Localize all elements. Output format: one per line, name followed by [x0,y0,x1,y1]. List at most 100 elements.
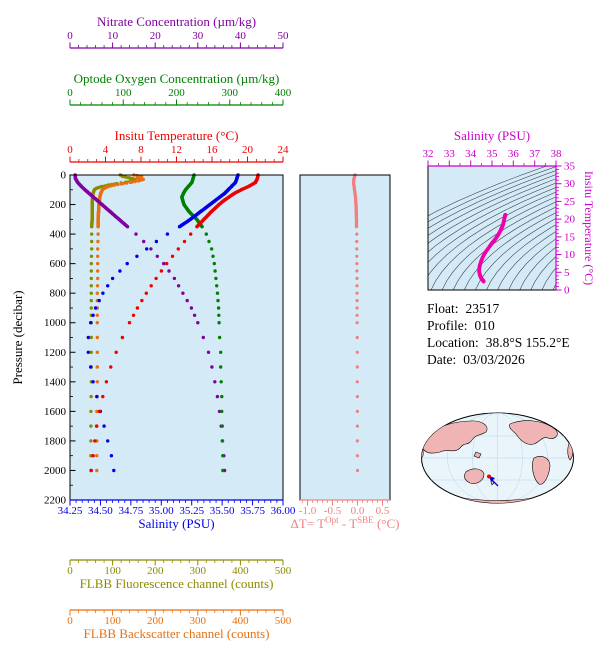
svg-text:200: 200 [50,199,67,211]
svg-text:20: 20 [242,144,254,156]
date-label: Date: [427,352,457,367]
map-land-north-america [509,420,558,445]
profile-value: 010 [474,318,495,333]
svg-text:35.50: 35.50 [210,505,235,517]
svg-text:1400: 1400 [44,376,67,388]
svg-text:15: 15 [564,231,576,243]
date-value: 03/03/2026 [463,352,525,367]
svg-text:800: 800 [50,288,67,300]
svg-text:-0.5: -0.5 [324,505,342,517]
map-land-sea-islands [473,451,482,459]
svg-text:36: 36 [508,148,520,160]
temperature-axis-title: Insitu Temperature (°C) [115,128,239,143]
svg-text:200: 200 [168,87,185,99]
svg-text:34.25: 34.25 [58,505,83,517]
svg-text:10: 10 [107,30,119,42]
svg-text:100: 100 [104,615,121,627]
float-info-date: Date: 03/03/2026 [427,351,570,368]
svg-text:16: 16 [207,144,219,156]
float-info-block: Float: 23517 Profile: 010 Location: 38.8°S … [427,300,570,368]
svg-text:1600: 1600 [44,406,67,418]
delta-t-axis-title: ΔT= TOpt - TSBE (°C) [291,515,400,531]
svg-text:1200: 1200 [44,347,67,359]
float-label: Float: [427,301,459,316]
svg-text:35: 35 [487,148,499,160]
svg-text:400: 400 [50,229,67,241]
svg-text:36.00: 36.00 [271,505,296,517]
delta-t-plot: -1.0 -0.5 0.0 0.5ΔT= TOpt - TSBE (°C) [291,173,400,531]
ts-temperature-axis-title: Insitu Temperature (°C) [582,171,596,285]
main-series [73,173,260,473]
temperature-axis: 0 4 8 12 16 20 24 Insitu Temperature (°C) [67,128,290,163]
svg-text:33: 33 [444,148,456,160]
svg-text:40: 40 [235,30,247,42]
svg-text:38: 38 [551,148,563,160]
float-info-location: Location: 38.8°S 155.2°E [427,334,570,351]
temperature-series [89,173,260,473]
svg-text:0.5: 0.5 [376,505,390,517]
svg-text:300: 300 [190,615,207,627]
nitrate-axis: 0 10 20 30 40 50 Nitrate Concentration (µm/kg) [67,14,290,49]
ts-isopycnals [428,166,556,290]
svg-text:100: 100 [115,87,132,99]
profile-label: Profile: [427,318,468,333]
svg-text:35.00: 35.00 [149,505,174,517]
location-label: Location: [427,335,479,350]
salinity-axis-title: Salinity (PSU) [138,516,214,531]
delta-t-series [351,173,360,473]
svg-text:0: 0 [67,87,73,99]
svg-text:50: 50 [278,30,290,42]
world-map [421,412,574,504]
svg-text:0: 0 [67,30,73,42]
svg-text:20: 20 [564,214,576,226]
svg-text:24: 24 [278,144,290,156]
svg-text:25: 25 [564,196,576,208]
location-value: 38.8°S 155.2°E [485,335,570,350]
svg-text:300: 300 [190,565,207,577]
svg-text:32: 32 [423,148,434,160]
svg-text:400: 400 [232,615,249,627]
svg-text:0: 0 [67,144,73,156]
nitrate-series [73,173,227,473]
float-value: 23517 [465,301,500,316]
svg-text:2000: 2000 [44,465,67,477]
svg-text:37: 37 [529,148,541,160]
svg-text:300: 300 [222,87,239,99]
svg-text:600: 600 [50,258,67,270]
salinity-series [86,173,240,473]
svg-text:4: 4 [103,144,109,156]
svg-text:12: 12 [171,144,182,156]
svg-text:8: 8 [138,144,144,156]
salinity-axis: 34.25 34.50 34.75 35.00 35.25 35.50 35.75 36.00… [58,499,296,531]
fluorescence-axis-title: FLBB Fluorescence channel (counts) [80,576,274,591]
svg-text:0: 0 [67,565,73,577]
oxygen-axis-title: Optode Oxygen Concentration (µm/kg) [74,71,280,86]
backscatter-axis-title: FLBB Backscatter channel (counts) [84,626,270,641]
svg-text:1000: 1000 [44,317,67,329]
float-info-float: Float: 23517 [427,300,570,317]
svg-text:34.75: 34.75 [118,505,143,517]
svg-text:1800: 1800 [44,435,67,447]
svg-text:35.25: 35.25 [179,505,204,517]
ts-curve [477,213,508,284]
svg-text:-1.0: -1.0 [299,505,317,517]
main-plot: 0200400600800100012001400160018002000220… [10,14,296,641]
ts-salinity-axis: 32 33 34 35 36 37 38 Salinity (PSU) [423,128,563,167]
delta-t-axis: -1.0 -0.5 0.0 0.5 [299,499,390,517]
map-land-australia [464,468,485,484]
map-land-greenland [559,421,569,429]
map-float-marker-icon [487,474,499,487]
svg-text:200: 200 [147,615,164,627]
pressure-axis-title: Pressure (decibar) [10,290,25,384]
svg-text:100: 100 [104,565,121,577]
ts-salinity-axis-title: Salinity (PSU) [454,128,530,143]
svg-text:34.50: 34.50 [88,505,113,517]
backscatter-axis: 0 100 200 300 400 500 FLBB Backscatter channel… [67,609,292,641]
svg-text:35.75: 35.75 [240,505,265,517]
svg-text:400: 400 [232,565,249,577]
svg-text:30: 30 [192,30,204,42]
svg-text:20: 20 [150,30,162,42]
